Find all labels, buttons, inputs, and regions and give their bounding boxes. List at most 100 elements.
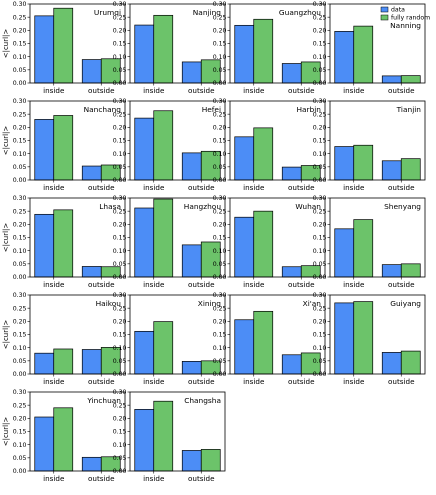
- bar-data-outside: [281, 63, 302, 84]
- y-tick-label: 0.05: [13, 358, 27, 365]
- bar-data-outside: [381, 75, 402, 84]
- y-tick-label: 0.15: [113, 41, 127, 48]
- bar-data-outside: [81, 59, 102, 84]
- axes-frame: [329, 294, 426, 375]
- panel-title: Guiyang: [390, 299, 421, 308]
- bar-data-outside: [81, 456, 102, 472]
- y-tick-label: 0.25: [113, 14, 127, 21]
- axes-frame: [29, 391, 126, 472]
- bar-fully-random-inside: [53, 115, 74, 181]
- y-tick-label: 0.25: [113, 402, 127, 409]
- legend-label: fully random: [391, 15, 430, 22]
- bar-data-outside: [181, 361, 202, 375]
- y-tick-label: 0.20: [213, 222, 227, 229]
- bar-data-inside: [134, 24, 155, 84]
- y-tick-label: 0.15: [213, 138, 227, 145]
- y-tick-label: 0.15: [113, 235, 127, 242]
- y-tick-label: 0.05: [313, 261, 327, 268]
- y-tick-label: 0.25: [113, 111, 127, 118]
- bar-fully-random-inside: [153, 400, 174, 472]
- panel-title: Nanning: [390, 21, 421, 30]
- bar-fully-random-inside: [353, 144, 374, 181]
- y-tick-label: 0.05: [13, 261, 27, 268]
- panel-title: Nanjing: [193, 8, 222, 17]
- x-tick-label: inside: [43, 183, 65, 192]
- panel-title: Lhasa: [99, 202, 121, 211]
- y-tick-label: 0.10: [113, 54, 127, 61]
- bar-data-inside: [334, 302, 355, 375]
- y-tick-label: 0.00: [213, 371, 227, 378]
- panel-nanchang: inside outside0.000.050.100.150.200.250.3…: [2, 98, 126, 192]
- y-tick-label: 0.30: [13, 98, 27, 105]
- bar-data-outside: [81, 266, 102, 278]
- panel-title: Shenyang: [384, 202, 421, 211]
- y-tick-label: 0.00: [13, 177, 27, 184]
- panel-harbin: inside outside0.000.050.100.150.200.250.3…: [213, 98, 326, 192]
- y-tick-label: 0.00: [13, 371, 27, 378]
- bar-data-outside: [381, 160, 402, 181]
- x-tick-label: outside: [88, 377, 115, 386]
- y-tick-label: 0.10: [13, 442, 27, 449]
- axes-frame: [329, 100, 426, 181]
- y-tick-label: 0.25: [13, 14, 27, 21]
- y-tick-label: 0.10: [13, 248, 27, 255]
- y-tick-label: 0.20: [113, 125, 127, 132]
- x-tick-label: inside: [243, 183, 265, 192]
- x-tick-label: inside: [43, 474, 65, 483]
- axes-frame: [129, 197, 226, 278]
- y-tick-label: 0.15: [13, 235, 27, 242]
- bar-data-inside: [234, 319, 255, 375]
- bar-fully-random-inside: [53, 209, 74, 278]
- y-tick-label: 0.00: [313, 371, 327, 378]
- panel-title: Xining: [198, 299, 222, 308]
- bar-fully-random-inside: [253, 18, 274, 84]
- x-tick-label: outside: [188, 183, 215, 192]
- panel-xian: inside outside0.000.050.100.150.200.250.3…: [213, 292, 326, 386]
- axes-frame: [229, 197, 326, 278]
- y-tick-label: 0.20: [113, 319, 127, 326]
- x-tick-label: inside: [143, 280, 165, 289]
- x-tick-label: outside: [288, 86, 315, 95]
- x-tick-label: inside: [43, 377, 65, 386]
- x-tick-label: inside: [243, 280, 265, 289]
- y-tick-label: 0.15: [13, 138, 27, 145]
- bar-data-outside: [381, 264, 402, 278]
- axes-frame: [229, 3, 326, 84]
- y-tick-label: 0.30: [313, 292, 327, 299]
- y-tick-label: 0.20: [213, 125, 227, 132]
- panel-title: Yinchuan: [86, 396, 121, 405]
- y-tick-label: 0.10: [113, 345, 127, 352]
- x-tick-label: outside: [288, 183, 315, 192]
- bar-fully-random-inside: [253, 310, 274, 375]
- y-tick-label: 0.05: [213, 261, 227, 268]
- y-tick-label: 0.25: [113, 208, 127, 215]
- bar-data-outside: [81, 165, 102, 181]
- y-tick-label: 0.20: [13, 125, 27, 132]
- legend-swatch-data: [380, 6, 389, 13]
- bar-data-outside: [181, 152, 202, 181]
- bar-data-outside: [281, 266, 302, 278]
- x-tick-label: outside: [88, 280, 115, 289]
- bar-fully-random-inside: [53, 7, 74, 84]
- axes-frame: [129, 100, 226, 181]
- y-tick-label: 0.00: [313, 274, 327, 281]
- bar-fully-random-outside: [200, 449, 221, 472]
- y-tick-label: 0.20: [213, 319, 227, 326]
- y-tick-label: 0.10: [213, 151, 227, 158]
- bar-data-inside: [334, 228, 355, 278]
- y-tick-label: 0.00: [213, 80, 227, 87]
- bar-data-inside: [34, 416, 55, 472]
- axes-frame: [129, 294, 226, 375]
- bar-fully-random-inside: [153, 321, 174, 375]
- y-tick-label: 0.10: [213, 248, 227, 255]
- bar-data-inside: [334, 31, 355, 84]
- y-tick-label: 0.15: [13, 332, 27, 339]
- y-tick-label: 0.15: [213, 332, 227, 339]
- y-tick-label: 0.25: [13, 208, 27, 215]
- x-tick-label: outside: [88, 474, 115, 483]
- y-tick-label: 0.00: [113, 468, 127, 475]
- axes-frame: [29, 294, 126, 375]
- x-tick-label: inside: [143, 377, 165, 386]
- y-tick-label: 0.25: [213, 208, 227, 215]
- panel-title: Guangzhou: [279, 8, 321, 17]
